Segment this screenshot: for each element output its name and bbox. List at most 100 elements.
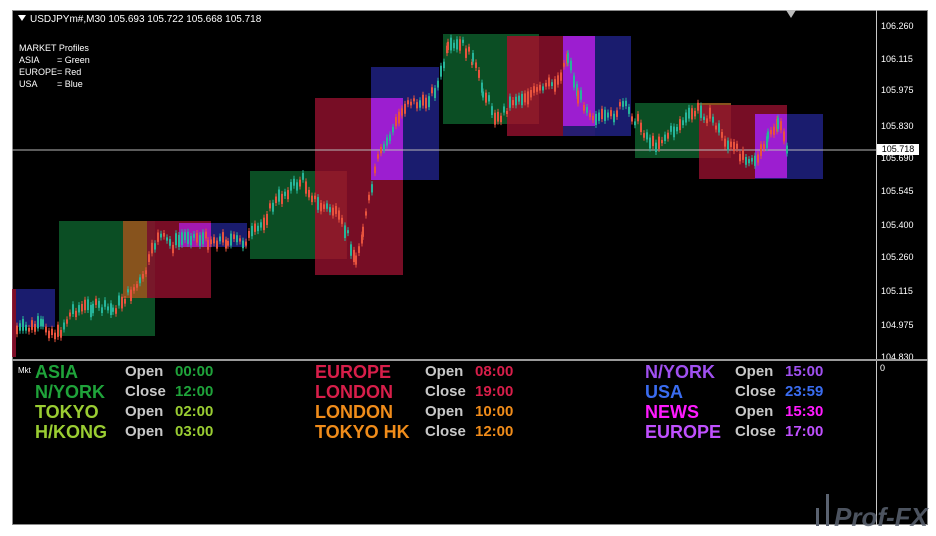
candle-body bbox=[539, 84, 541, 91]
session-name: EUROPE bbox=[645, 422, 722, 442]
candle-body bbox=[124, 298, 126, 304]
candle-body bbox=[413, 98, 415, 102]
candle-body bbox=[216, 240, 218, 249]
legend-row-europe: EUROPE= Red bbox=[19, 66, 90, 78]
candle-body bbox=[383, 144, 385, 151]
candle-body bbox=[69, 312, 71, 317]
candle-body bbox=[57, 324, 59, 337]
candle-body bbox=[266, 213, 268, 225]
candle-body bbox=[175, 233, 177, 246]
session-time: 23:59 bbox=[785, 383, 824, 400]
candle-body bbox=[676, 126, 678, 132]
session-name: H/KONG bbox=[35, 422, 107, 442]
candle-body bbox=[425, 97, 427, 109]
candle-body bbox=[709, 107, 711, 119]
candle-body bbox=[712, 116, 714, 123]
news-overlap-box bbox=[755, 114, 787, 178]
candle-body bbox=[48, 330, 50, 339]
candle-body bbox=[142, 274, 144, 279]
subwindow-separator[interactable] bbox=[12, 359, 928, 361]
legend-row-usa: USA = Blue bbox=[19, 78, 90, 90]
candle-body bbox=[416, 102, 418, 109]
candle-body bbox=[374, 166, 376, 174]
price-chart[interactable] bbox=[12, 10, 876, 359]
candle-body bbox=[210, 239, 212, 245]
price-label: 105.690 bbox=[881, 153, 914, 163]
candle-body bbox=[104, 300, 106, 307]
collapse-triangle-icon[interactable] bbox=[18, 15, 26, 21]
candle-body bbox=[28, 327, 30, 332]
session-time: 12:00 bbox=[475, 423, 514, 440]
candle-body bbox=[727, 140, 729, 151]
candle-body bbox=[742, 149, 744, 160]
session-name: N/YORK bbox=[645, 362, 716, 382]
candle-body bbox=[187, 231, 189, 244]
candle-body bbox=[350, 244, 352, 256]
session-time: 19:00 bbox=[475, 383, 514, 400]
candle-body bbox=[219, 236, 221, 242]
candle-body bbox=[640, 122, 642, 133]
market-profiles-legend: MARKET Profiles ASIA = Green EUROPE= Red … bbox=[19, 42, 90, 90]
candle-body bbox=[453, 42, 455, 49]
price-axis[interactable]: 106.260 106.115 105.975 105.830 105.690 … bbox=[876, 10, 928, 362]
candle-body bbox=[92, 303, 94, 314]
candle-body bbox=[242, 240, 244, 249]
subwindow-axis bbox=[876, 361, 877, 525]
legend-row-asia: ASIA = Green bbox=[19, 54, 90, 66]
candle-body bbox=[81, 304, 83, 312]
candle-body bbox=[42, 319, 44, 327]
session-time: 15:00 bbox=[785, 363, 824, 380]
session-time: 08:00 bbox=[475, 363, 514, 380]
candle-body bbox=[724, 138, 726, 147]
candle-body bbox=[133, 287, 135, 291]
candle-body bbox=[233, 234, 235, 239]
shift-marker-icon[interactable] bbox=[786, 10, 796, 18]
session-time: 15:30 bbox=[785, 403, 824, 420]
candle-body bbox=[658, 136, 660, 149]
candle-body bbox=[637, 114, 639, 122]
current-price-tag: 105.718 bbox=[877, 144, 919, 155]
candle-body bbox=[661, 139, 663, 144]
candle-body bbox=[512, 100, 514, 106]
candle-body bbox=[341, 217, 343, 224]
candle-body bbox=[551, 82, 553, 86]
candle-body bbox=[169, 239, 171, 246]
candle-body bbox=[468, 46, 470, 52]
candle-body bbox=[245, 241, 247, 246]
candle-body bbox=[655, 142, 657, 152]
candle-body bbox=[160, 233, 162, 238]
candle-body bbox=[213, 237, 215, 244]
candle-body bbox=[595, 113, 597, 125]
candle-body bbox=[682, 120, 684, 126]
candle-body bbox=[570, 60, 572, 71]
candle-body bbox=[329, 207, 331, 213]
candle-body bbox=[136, 284, 138, 288]
candle-body bbox=[670, 125, 672, 132]
candle-body bbox=[269, 203, 271, 209]
price-label: 104.975 bbox=[881, 320, 914, 330]
candle-body bbox=[667, 132, 669, 139]
candle-body bbox=[54, 332, 56, 340]
candle-body bbox=[736, 143, 738, 149]
candle-body bbox=[598, 112, 600, 121]
candle-body bbox=[685, 112, 687, 123]
candle-body bbox=[78, 305, 80, 313]
candle-body bbox=[275, 196, 277, 204]
session-type: Open bbox=[125, 423, 164, 440]
candle-body bbox=[697, 102, 699, 111]
candle-body bbox=[610, 110, 612, 117]
candle-body bbox=[239, 238, 241, 242]
candle-body bbox=[332, 207, 334, 216]
indicator-label: Mkt bbox=[18, 366, 31, 375]
candle-body bbox=[739, 153, 741, 162]
candle-body bbox=[563, 62, 565, 67]
candle-body bbox=[386, 137, 388, 146]
candle-body bbox=[703, 116, 705, 120]
candle-body bbox=[320, 202, 322, 212]
candle-body bbox=[589, 113, 591, 118]
candle-body bbox=[31, 320, 33, 330]
candle-body bbox=[392, 126, 394, 133]
candle-body bbox=[515, 96, 517, 106]
candle-body bbox=[770, 129, 772, 135]
candle-body bbox=[592, 115, 594, 121]
